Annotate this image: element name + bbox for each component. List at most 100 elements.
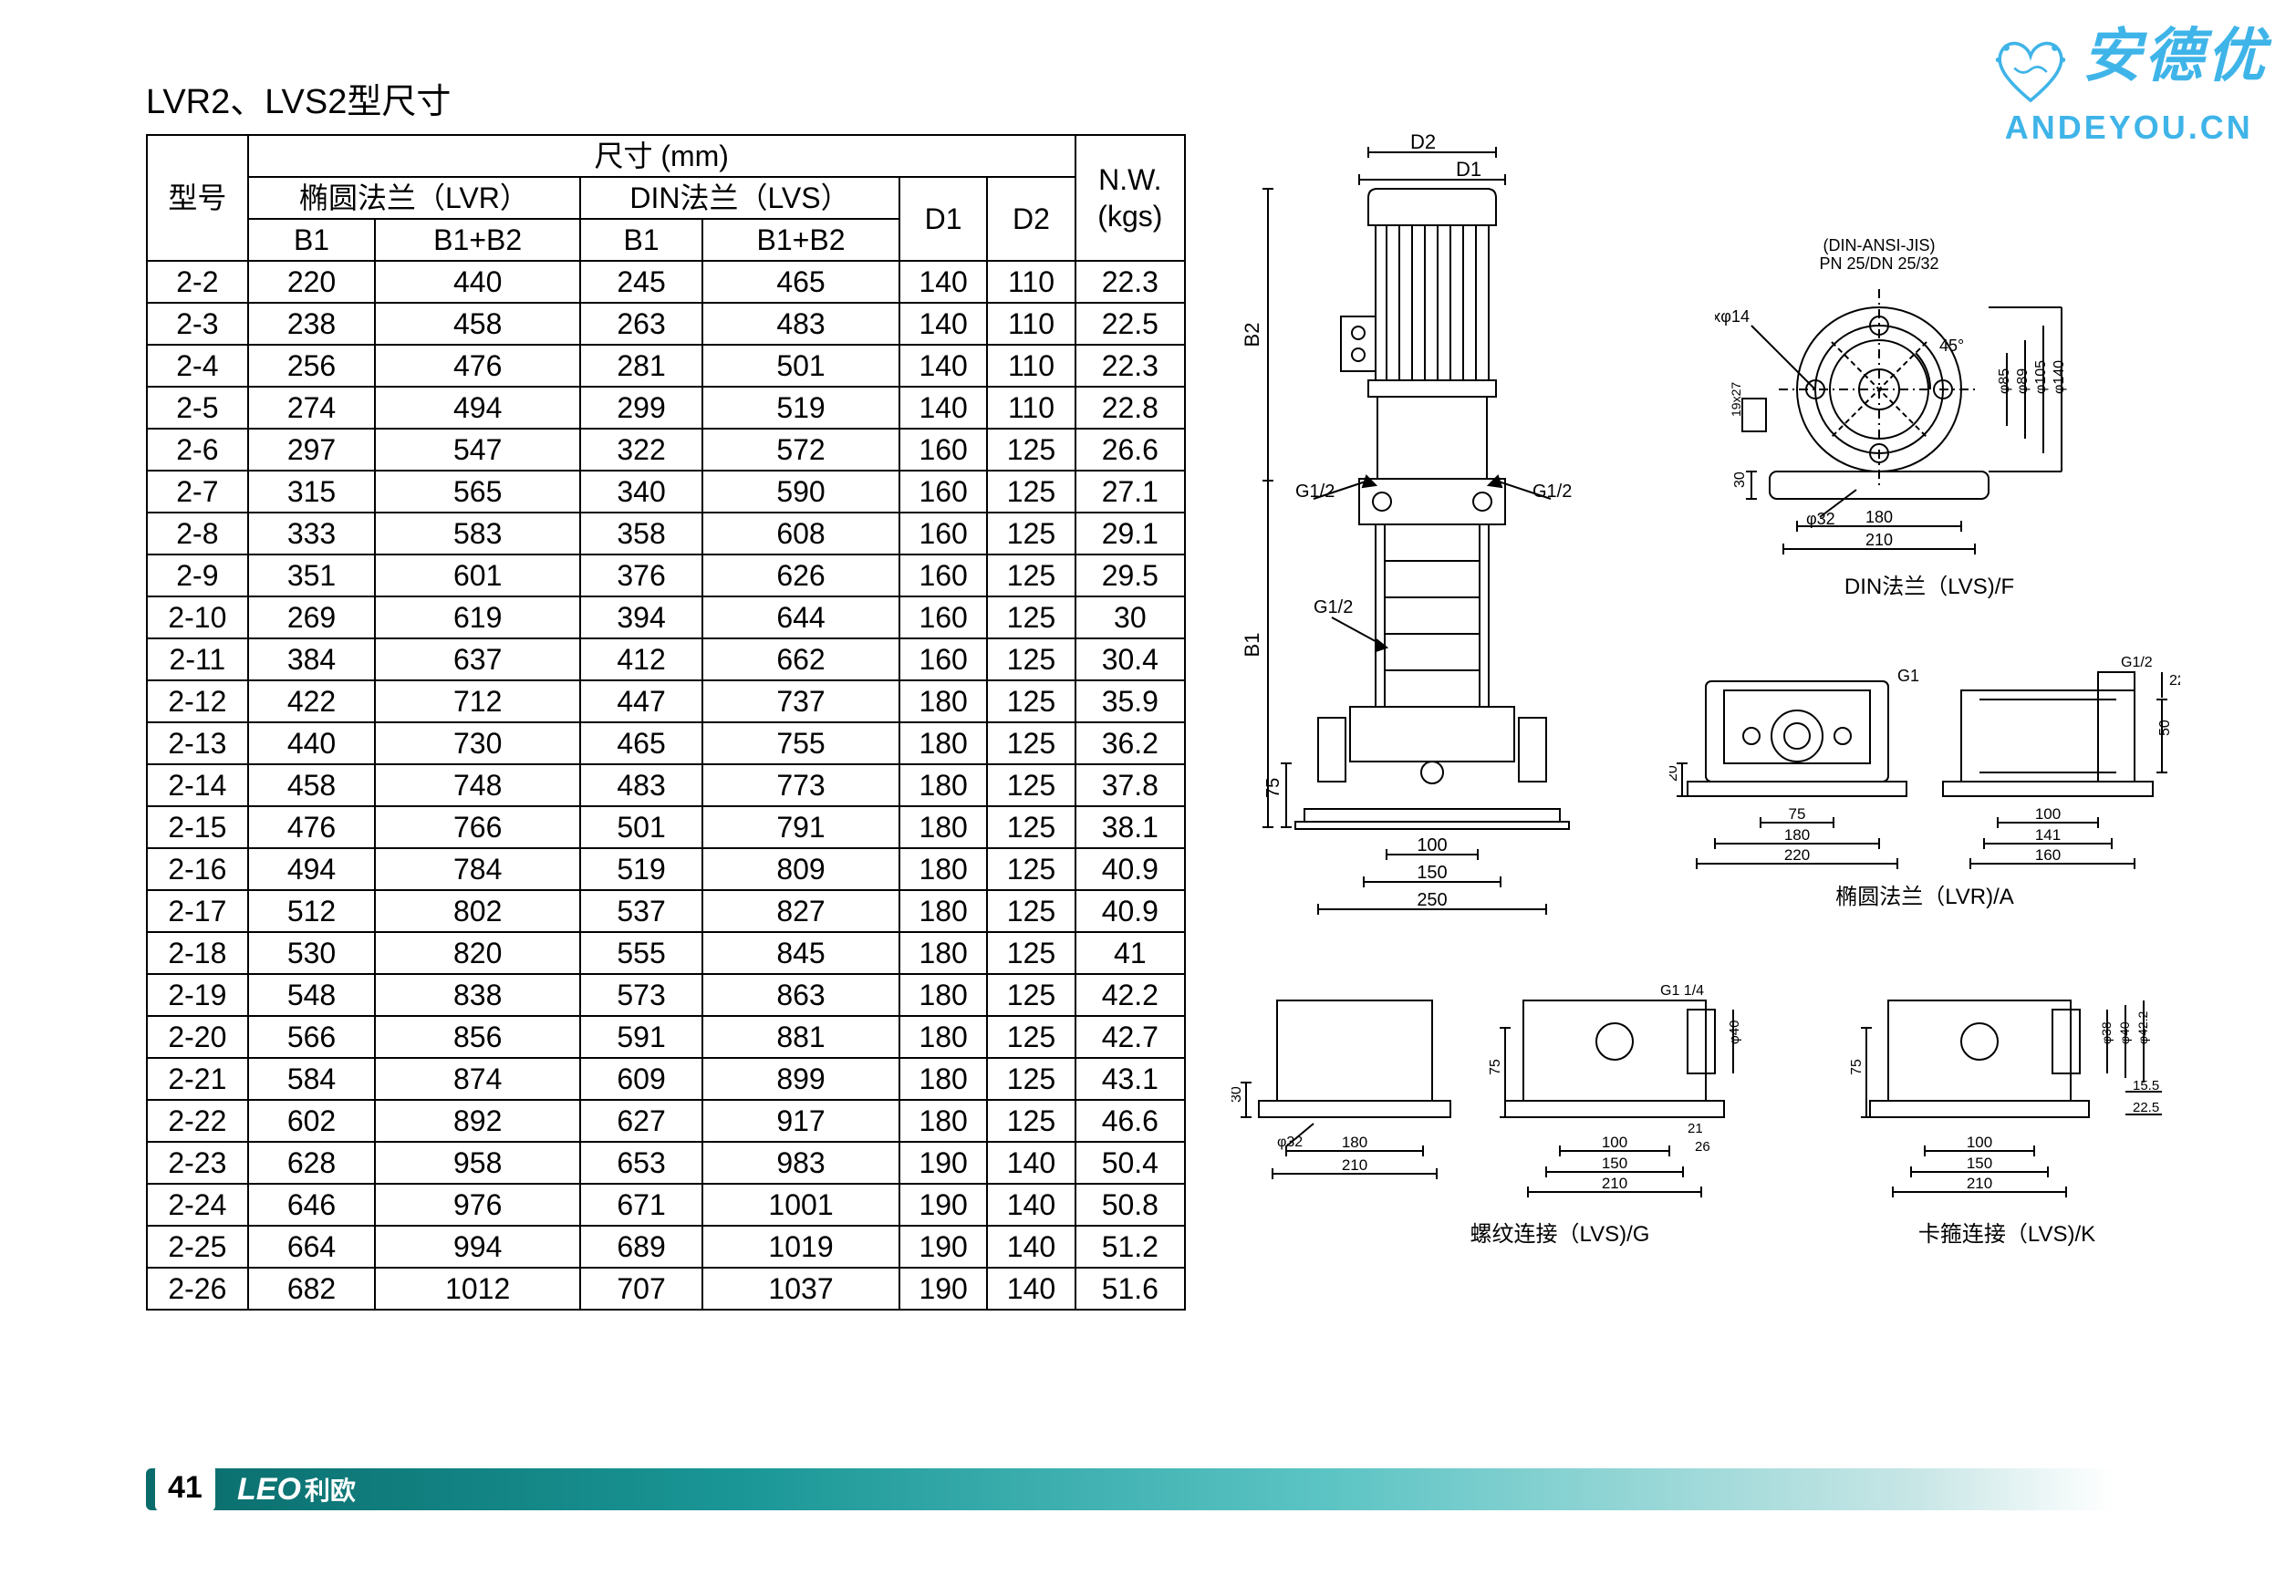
table-cell: 483 xyxy=(702,303,899,345)
table-cell: 881 xyxy=(702,1016,899,1058)
oval-flange-diagram: G1 G1/2 22 20 50 75 180 220 100 141 160 … xyxy=(1669,645,2180,910)
table-cell: 856 xyxy=(375,1016,580,1058)
table-cell: 180 xyxy=(899,1100,987,1142)
table-cell: 190 xyxy=(899,1184,987,1226)
table-cell: 609 xyxy=(580,1058,702,1100)
svg-text:D2: D2 xyxy=(1410,134,1436,153)
table-cell: 2-20 xyxy=(147,1016,248,1058)
table-cell: 180 xyxy=(899,722,987,764)
table-cell: 1001 xyxy=(702,1184,899,1226)
table-cell: 140 xyxy=(987,1184,1075,1226)
col-lvs: DIN法兰（LVS） xyxy=(580,177,899,219)
table-cell: 125 xyxy=(987,974,1075,1016)
table-cell: 671 xyxy=(580,1184,702,1226)
table-cell: 140 xyxy=(987,1268,1075,1310)
table-cell: 892 xyxy=(375,1100,580,1142)
svg-text:G1/2: G1/2 xyxy=(1295,482,1335,502)
table-cell: 619 xyxy=(375,596,580,638)
table-cell: 394 xyxy=(580,596,702,638)
svg-text:180: 180 xyxy=(1865,508,1893,526)
table-cell: 125 xyxy=(987,890,1075,932)
svg-text:G1/2: G1/2 xyxy=(1532,482,1572,502)
table-cell: 220 xyxy=(248,261,376,303)
table-cell: 573 xyxy=(580,974,702,1016)
table-cell: 784 xyxy=(375,848,580,890)
svg-text:19x27: 19x27 xyxy=(1729,382,1743,417)
table-cell: 626 xyxy=(702,554,899,596)
spec-table-wrap: 型号 尺寸 (mm) N.W.(kgs) 椭圆法兰（LVR） DIN法兰（LVS… xyxy=(146,134,1186,1311)
table-cell: 125 xyxy=(987,1016,1075,1058)
table-cell: 340 xyxy=(580,471,702,513)
svg-text:G1 1/4: G1 1/4 xyxy=(1660,983,1704,999)
oval-flange-caption: 椭圆法兰（LVR)/A xyxy=(1669,878,2180,910)
table-cell: 29.5 xyxy=(1075,554,1185,596)
table-cell: 42.7 xyxy=(1075,1016,1185,1058)
table-cell: 773 xyxy=(702,764,899,806)
table-row: 2-2056685659188118012542.7 xyxy=(147,1016,1185,1058)
table-cell: 125 xyxy=(987,722,1075,764)
table-cell: 2-12 xyxy=(147,680,248,722)
table-cell: 1012 xyxy=(375,1268,580,1310)
table-cell: 51.2 xyxy=(1075,1226,1185,1268)
table-cell: 26.6 xyxy=(1075,429,1185,471)
table-cell: 180 xyxy=(899,680,987,722)
table-cell: 2-21 xyxy=(147,1058,248,1100)
table-cell: 565 xyxy=(375,471,580,513)
table-cell: 297 xyxy=(248,429,376,471)
watermark-cn: 安德优 xyxy=(2083,23,2269,88)
svg-text:φ140: φ140 xyxy=(2052,360,2067,394)
col-b1-a: B1 xyxy=(248,219,376,261)
svg-text:φ42.2: φ42.2 xyxy=(2135,1010,2150,1044)
table-row: 2-1344073046575518012536.2 xyxy=(147,722,1185,764)
svg-text:φ32: φ32 xyxy=(1277,1135,1303,1150)
table-cell: 494 xyxy=(375,387,580,429)
col-d1: D1 xyxy=(899,177,987,261)
table-cell: 22.3 xyxy=(1075,261,1185,303)
table-cell: 125 xyxy=(987,429,1075,471)
table-cell: 644 xyxy=(702,596,899,638)
table-cell: 140 xyxy=(899,303,987,345)
svg-text:PN 25/DN 25/32: PN 25/DN 25/32 xyxy=(1819,254,1938,273)
table-cell: 2-4 xyxy=(147,345,248,387)
table-cell: 125 xyxy=(987,1100,1075,1142)
table-row: 2-222044024546514011022.3 xyxy=(147,261,1185,303)
svg-text:φ85: φ85 xyxy=(1997,368,2012,394)
table-cell: 863 xyxy=(702,974,899,1016)
table-cell: 590 xyxy=(702,471,899,513)
table-cell: 2-8 xyxy=(147,513,248,554)
table-cell: 51.6 xyxy=(1075,1268,1185,1310)
table-cell: 899 xyxy=(702,1058,899,1100)
table-cell: 976 xyxy=(375,1184,580,1226)
table-cell: 125 xyxy=(987,764,1075,806)
logo-cn: 利欧 xyxy=(305,1477,356,1505)
table-cell: 994 xyxy=(375,1226,580,1268)
table-cell: 537 xyxy=(580,890,702,932)
watermark: 安德优 ANDEYOU.CN xyxy=(1990,9,2269,147)
table-cell: 637 xyxy=(375,638,580,680)
table-cell: 125 xyxy=(987,932,1075,974)
table-cell: 160 xyxy=(899,513,987,554)
svg-text:210: 210 xyxy=(1342,1156,1367,1174)
svg-text:22.5: 22.5 xyxy=(2133,1100,2159,1115)
table-cell: 125 xyxy=(987,848,1075,890)
table-cell: 662 xyxy=(702,638,899,680)
table-cell: 458 xyxy=(375,303,580,345)
table-cell: 40.9 xyxy=(1075,890,1185,932)
table-cell: 2-3 xyxy=(147,303,248,345)
table-cell: 376 xyxy=(580,554,702,596)
col-model: 型号 xyxy=(147,135,248,261)
table-cell: 712 xyxy=(375,680,580,722)
table-cell: 160 xyxy=(899,638,987,680)
table-cell: 50.8 xyxy=(1075,1184,1185,1226)
table-cell: 125 xyxy=(987,680,1075,722)
table-cell: 608 xyxy=(702,513,899,554)
svg-text:150: 150 xyxy=(1602,1155,1627,1172)
table-cell: 42.2 xyxy=(1075,974,1185,1016)
table-cell: 2-9 xyxy=(147,554,248,596)
table-cell: 653 xyxy=(580,1142,702,1184)
table-cell: 730 xyxy=(375,722,580,764)
col-b1b2-a: B1+B2 xyxy=(375,219,580,261)
svg-text:150: 150 xyxy=(1967,1155,1992,1172)
table-cell: 465 xyxy=(580,722,702,764)
svg-text:30: 30 xyxy=(1732,472,1748,488)
